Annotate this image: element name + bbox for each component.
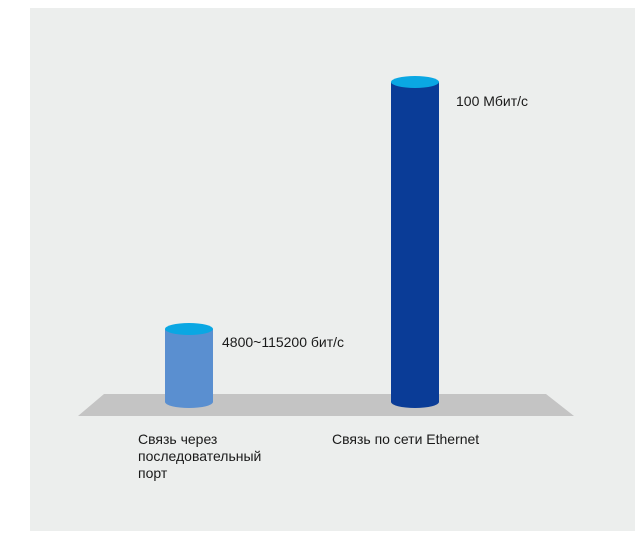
bar-ethernet-top	[391, 76, 439, 88]
chart-floor	[78, 394, 574, 416]
value-label-serial-port: 4800~115200 бит/с	[222, 334, 345, 350]
bar-ethernet-body	[391, 82, 439, 408]
chart-panel	[30, 8, 635, 531]
category-label-ethernet: Связь по сети Ethernet	[332, 431, 480, 447]
bar-serial-port	[165, 323, 213, 408]
bar-serial-port-top	[165, 323, 213, 335]
value-label-ethernet: 100 Мбит/с	[456, 93, 529, 109]
bar-serial-port-body	[165, 329, 213, 408]
bar-ethernet	[391, 76, 439, 408]
category-label-serial-port: Связь через последовательный порт	[138, 431, 262, 481]
